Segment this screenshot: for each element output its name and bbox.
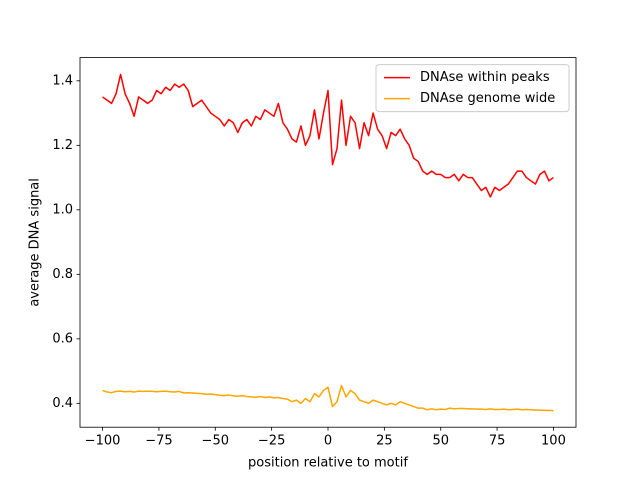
legend-box [375, 64, 570, 113]
x-tick-label: 50 [432, 434, 449, 449]
x-axis-label: position relative to motif [248, 456, 408, 471]
x-tick-label: 0 [324, 434, 332, 449]
x-tick-label: −100 [85, 434, 121, 449]
x-tick-label: −25 [258, 434, 285, 449]
legend: DNAse within peaks DNAse genome wide [375, 64, 570, 113]
y-tick-label: 1.2 [52, 138, 73, 153]
y-axis-label: average DNA signal [28, 178, 43, 307]
x-tick-label: −75 [145, 434, 172, 449]
x-tick-label: 75 [489, 434, 506, 449]
x-tick-label: 100 [541, 434, 566, 449]
y-tick-label: 1.0 [52, 202, 73, 217]
y-tick-label: 1.4 [52, 73, 73, 88]
x-tick-label: −50 [202, 434, 229, 449]
plot-frame [79, 57, 577, 428]
x-tick-label: 25 [376, 434, 393, 449]
legend-label: DNAse genome wide [420, 91, 555, 106]
line-series [102, 73, 554, 198]
line-series [102, 384, 554, 412]
y-tick-label: 0.8 [52, 267, 73, 282]
legend-label: DNAse within peaks [420, 70, 550, 85]
y-tick-label: 0.6 [52, 331, 73, 346]
y-tick-label: 0.4 [52, 396, 73, 411]
